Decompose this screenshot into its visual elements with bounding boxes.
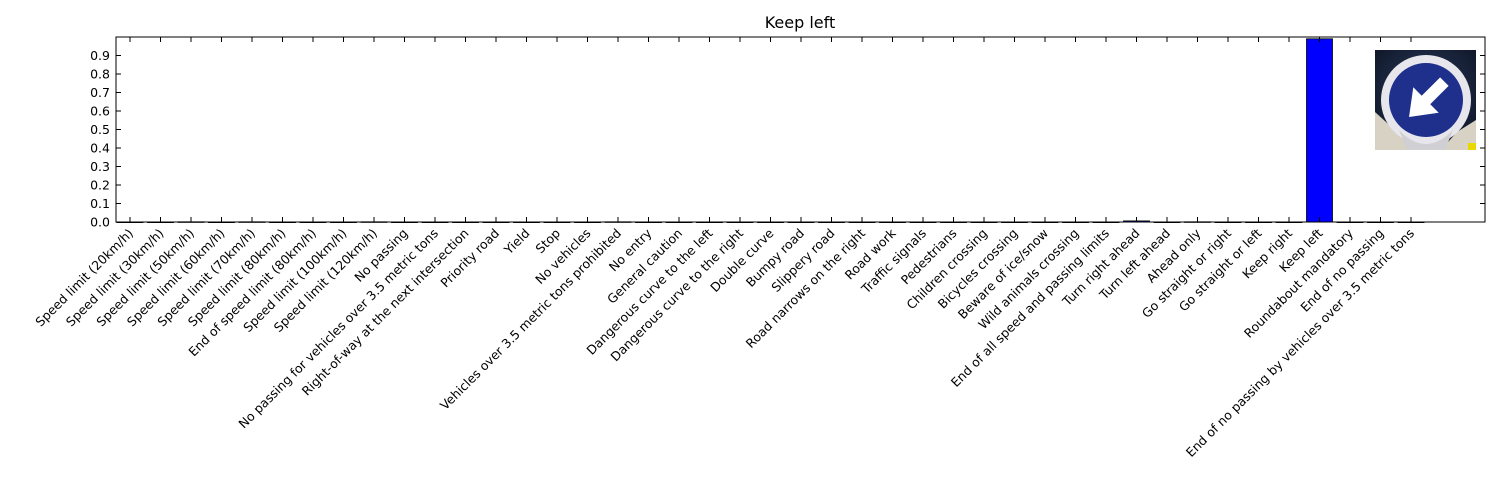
ytick-label-1: 0.1 — [90, 196, 110, 211]
ytick-label-7: 0.7 — [90, 85, 110, 100]
ytick-label-8: 0.8 — [90, 67, 110, 82]
xtick-label-13: Yield — [500, 226, 532, 258]
plot-frame — [115, 36, 1486, 223]
ytick-label-6: 0.6 — [90, 104, 110, 119]
ytick-label-9: 0.9 — [90, 48, 110, 63]
plot-bars — [116, 38, 1425, 224]
y-axis: 0.0 0.1 0.2 0.3 0.4 0.5 0.6 0.7 0.8 0.9 — [90, 48, 1485, 230]
ytick-label-5: 0.5 — [90, 122, 110, 137]
ytick-label-4: 0.4 — [90, 141, 110, 156]
x-axis: Speed limit (20km/h)Speed limit (30km/h)… — [32, 37, 1417, 460]
ytick-label-0: 0.0 — [90, 215, 110, 230]
bar-39 — [1306, 38, 1333, 223]
keep-left-sign-image — [1375, 50, 1476, 150]
ytick-label-3: 0.3 — [90, 159, 110, 174]
chart-title: Keep left — [765, 13, 836, 32]
ytick-label-2: 0.2 — [90, 178, 110, 193]
